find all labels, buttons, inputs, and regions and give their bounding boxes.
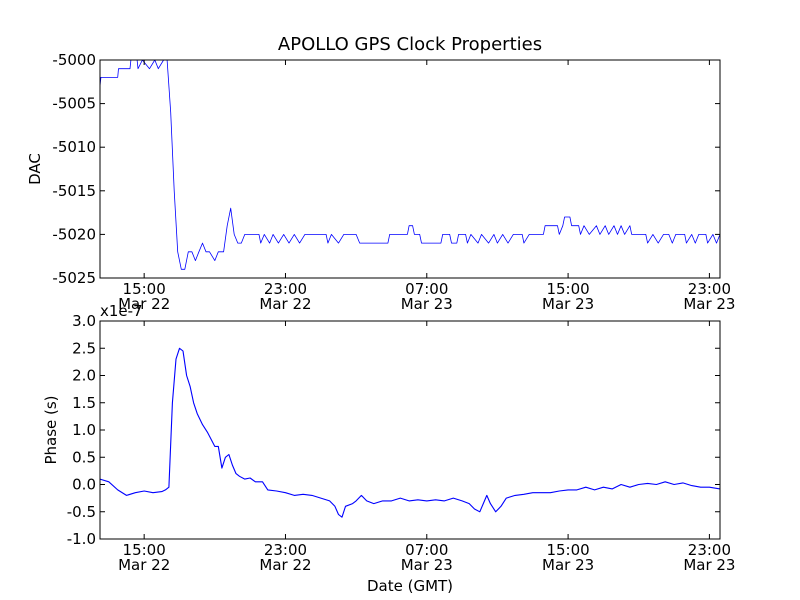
x-tick-label-date: Mar 23	[542, 295, 594, 313]
y-tick-label: -5005	[52, 95, 96, 113]
y-tick-label: 0.0	[72, 476, 96, 494]
y-axis-label: DAC	[26, 153, 44, 185]
y-tick-label: -5010	[52, 138, 96, 156]
x-tick-label-time: 15:00	[546, 541, 589, 559]
axes-frame	[99, 320, 721, 540]
y-tick-label: 2.0	[72, 367, 96, 385]
y-tick-label: -1.0	[67, 530, 96, 548]
x-tick-label-time: 23:00	[264, 541, 307, 559]
x-tick-label-date: Mar 23	[401, 556, 453, 574]
axes-frame	[99, 59, 721, 279]
x-tick-label-date: Mar 23	[683, 295, 735, 313]
x-tick-label-date: Mar 22	[118, 556, 170, 574]
x-tick-label-time: 07:00	[405, 280, 448, 298]
y-tick-label: -5000	[52, 51, 96, 69]
y-tick-label: -5015	[52, 182, 96, 200]
y-tick-label: 1.5	[72, 394, 96, 412]
y-tick-label: -5025	[52, 269, 96, 287]
y-tick-label: -5020	[52, 225, 96, 243]
x-tick-label-date: Mar 23	[401, 295, 453, 313]
x-tick-label-time: 15:00	[123, 541, 166, 559]
series-line	[99, 59, 721, 270]
y-tick-label: 2.5	[72, 339, 96, 357]
x-tick-label-time: 15:00	[123, 280, 166, 298]
series-line	[99, 347, 721, 518]
x-tick-label-date: Mar 22	[118, 295, 170, 313]
x-tick-label-time: 23:00	[688, 280, 731, 298]
x-tick-label-time: 07:00	[405, 541, 448, 559]
x-axis-label: Date (GMT)	[367, 577, 453, 595]
x-tick-label-date: Mar 23	[542, 556, 594, 574]
x-tick-label-date: Mar 22	[259, 556, 311, 574]
axis-scale-label: x1e-7	[100, 302, 143, 320]
chart-title: APOLLO GPS Clock Properties	[278, 34, 542, 55]
y-tick-label: 1.0	[72, 421, 96, 439]
y-tick-label: 3.0	[72, 312, 96, 330]
x-tick-label-date: Mar 23	[683, 556, 735, 574]
y-tick-label: -0.5	[67, 503, 96, 521]
x-tick-label-time: 23:00	[264, 280, 307, 298]
x-tick-label-time: 23:00	[688, 541, 731, 559]
y-axis-label: Phase (s)	[42, 395, 60, 464]
x-tick-label-date: Mar 22	[259, 295, 311, 313]
y-tick-label: 0.5	[72, 448, 96, 466]
x-tick-label-time: 15:00	[546, 280, 589, 298]
